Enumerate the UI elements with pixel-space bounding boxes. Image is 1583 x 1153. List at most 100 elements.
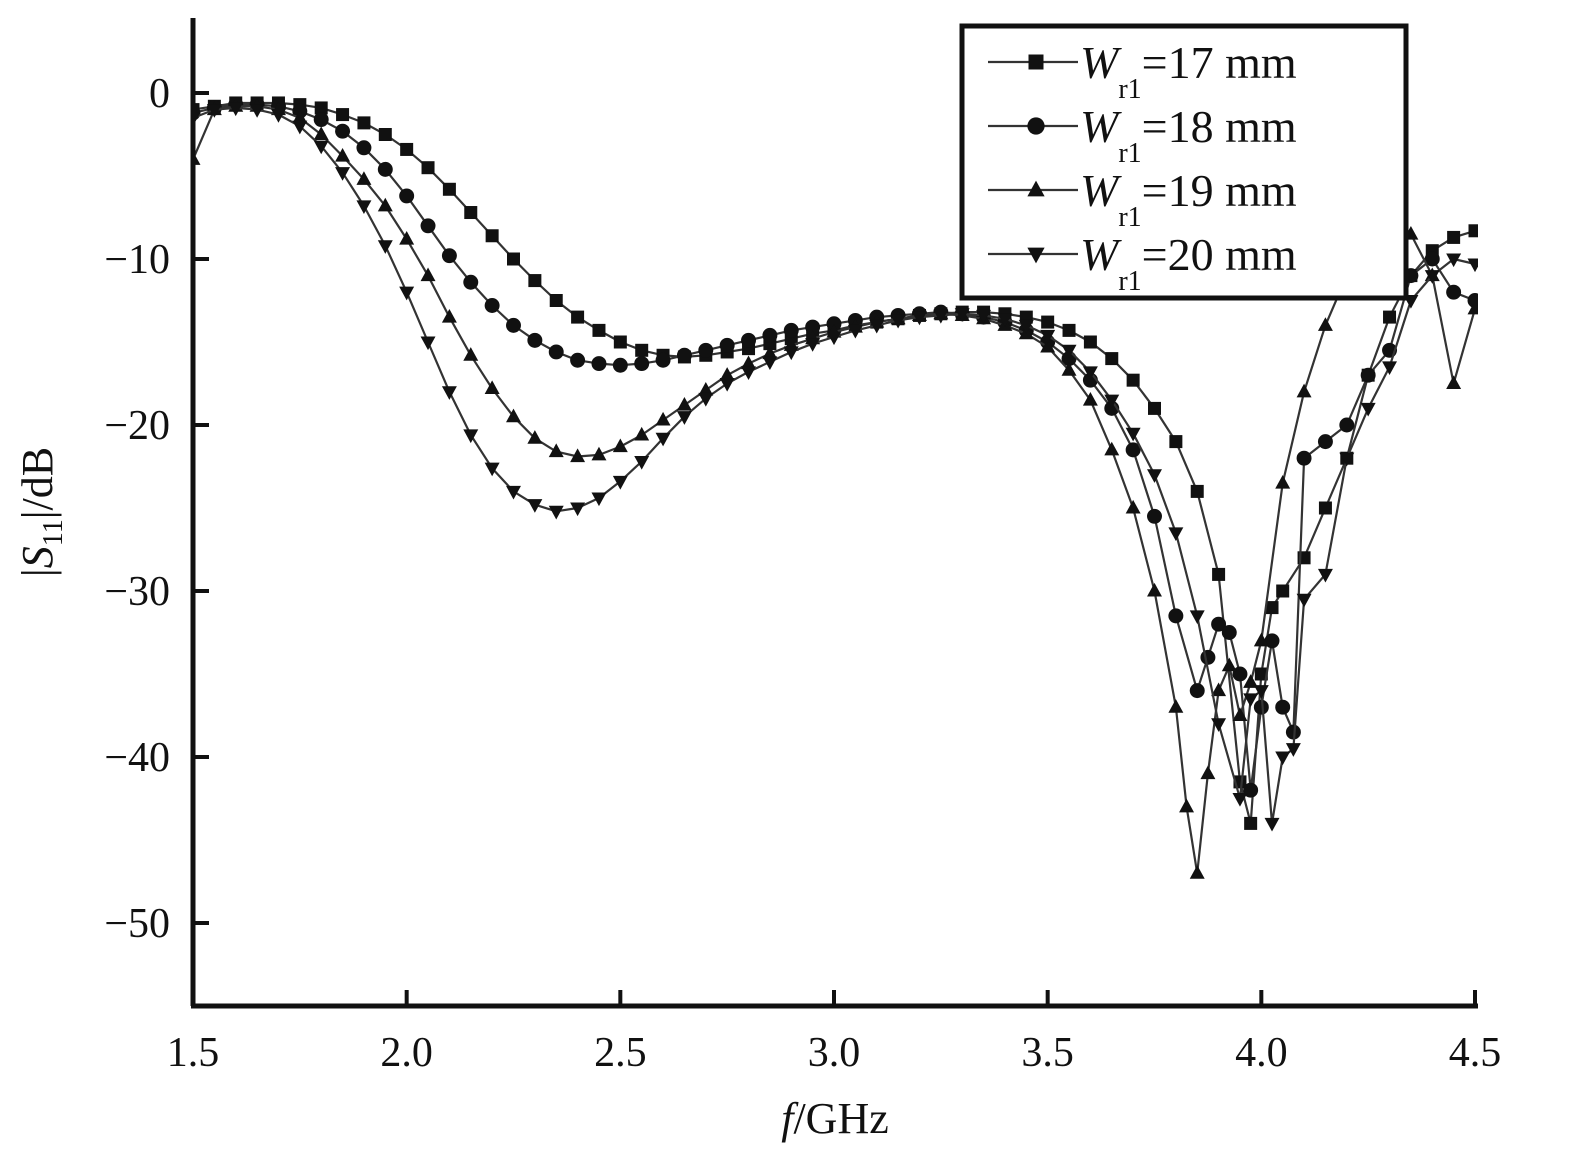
data-point [591, 492, 607, 507]
data-point [420, 267, 436, 282]
data-point [548, 344, 564, 360]
data-point [634, 426, 650, 441]
data-point [1447, 230, 1461, 244]
data-point [421, 161, 435, 175]
legend-item: Wr1=17 mm [988, 37, 1297, 105]
data-point [634, 455, 650, 470]
data-point [570, 502, 586, 517]
data-point [1317, 568, 1333, 583]
data-point [527, 332, 543, 348]
y-axis-label: |S11|/dB [13, 447, 69, 577]
data-point [741, 355, 757, 370]
data-point [484, 462, 500, 477]
data-point [591, 356, 607, 372]
data-point [1200, 765, 1216, 780]
data-point [1253, 685, 1269, 699]
data-point [377, 197, 393, 212]
legend-marker [1027, 180, 1045, 197]
legend-label: Wr1=18 mm [1080, 101, 1297, 169]
data-point [506, 317, 521, 333]
data-point [1061, 362, 1077, 376]
data-point [548, 443, 564, 458]
data-point [464, 206, 478, 220]
data-point [1424, 270, 1440, 284]
data-point [1212, 567, 1226, 581]
legend-label: Wr1=19 mm [1080, 165, 1297, 233]
data-point [292, 120, 308, 135]
data-point [634, 356, 650, 372]
data-point [1446, 375, 1462, 390]
data-point [1126, 373, 1140, 387]
data-point [1082, 391, 1098, 406]
data-point [441, 308, 457, 323]
data-point [676, 347, 692, 363]
data-point [719, 367, 735, 381]
data-point [206, 104, 222, 118]
legend-marker [1027, 117, 1045, 135]
data-point [1200, 649, 1216, 665]
data-point [997, 313, 1013, 327]
data-point [1147, 508, 1162, 524]
data-point [549, 294, 563, 307]
data-point [400, 142, 414, 156]
x-tick-label: 4.5 [1449, 1030, 1502, 1076]
data-point [1317, 317, 1333, 331]
data-point [591, 446, 607, 461]
data-point [1467, 258, 1478, 273]
data-point [1275, 474, 1291, 489]
data-point [1125, 499, 1141, 514]
data-point [1104, 394, 1120, 409]
data-point [1169, 435, 1183, 449]
data-point [826, 316, 842, 332]
y-tick-label: −20 [104, 403, 170, 449]
data-point [826, 331, 842, 346]
data-point [1360, 367, 1376, 383]
y-tick-label: −40 [104, 735, 170, 781]
data-point [249, 104, 265, 118]
data-point [548, 505, 564, 520]
data-point [676, 396, 692, 411]
data-point [1041, 315, 1055, 329]
data-point [1221, 657, 1237, 672]
data-point [314, 101, 328, 115]
data-point [762, 327, 778, 343]
data-point [228, 102, 244, 117]
data-point [635, 343, 649, 357]
data-point [1424, 251, 1440, 267]
data-point [1168, 527, 1184, 542]
data-point [441, 386, 457, 400]
data-point [463, 347, 479, 361]
data-point [1189, 865, 1205, 879]
x-tick-label: 2.0 [380, 1030, 433, 1076]
data-point [356, 140, 372, 156]
data-point [1382, 361, 1398, 376]
data-point [933, 309, 949, 324]
data-point [357, 116, 371, 130]
data-point [1211, 718, 1227, 732]
data-point [1082, 366, 1098, 381]
data-point [1221, 625, 1237, 640]
data-point [719, 377, 735, 392]
data-point [1264, 633, 1280, 649]
data-point [1296, 383, 1312, 398]
data-point [399, 188, 415, 204]
legend-label: Wr1=20 mm [1080, 229, 1297, 297]
legend-item: Wr1=20 mm [988, 229, 1297, 297]
data-point [1285, 743, 1301, 757]
data-point [612, 357, 628, 373]
data-point [1168, 608, 1184, 624]
data-point [1276, 584, 1290, 598]
ticks-layer: 1.5 2.0 2.5 3.0 3.5 4.0 4.5 0 −10 −20 −30 −40 −50 [104, 71, 1501, 1076]
y-tick-label: 0 [149, 71, 170, 117]
data-point [1040, 329, 1056, 344]
data-point [335, 123, 351, 139]
data-point [1383, 310, 1397, 324]
data-point [1296, 450, 1312, 466]
legend-marker [1028, 54, 1044, 70]
data-point [571, 310, 585, 324]
data-point [1148, 401, 1161, 415]
data-point [1339, 452, 1355, 467]
data-point [613, 335, 627, 349]
data-point [698, 392, 714, 407]
data-point [1244, 816, 1258, 830]
